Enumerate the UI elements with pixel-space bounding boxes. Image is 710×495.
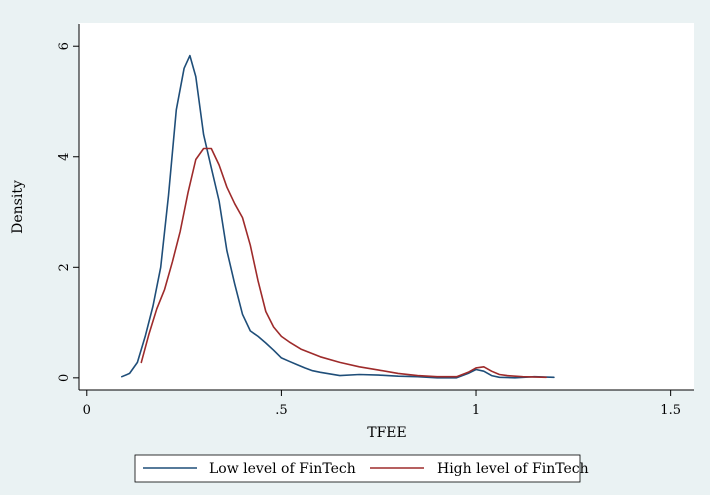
x-tick-label: 1 (472, 403, 480, 418)
plot-area (79, 23, 694, 390)
x-axis-ticks: 0 .5 1 1.5 (83, 390, 681, 418)
x-axis-title: TFEE (367, 425, 407, 441)
x-tick-label: 0 (83, 403, 91, 418)
x-tick-label: .5 (275, 403, 287, 418)
y-tick-label: 2 (57, 263, 72, 271)
series-line-low-fintech (121, 54, 555, 379)
legend-label-low-fintech: Low level of FinTech (209, 461, 356, 477)
series-group (121, 54, 555, 379)
y-tick-label: 0 (57, 374, 72, 382)
y-tick-label: 6 (57, 42, 72, 50)
legend-box (134, 454, 581, 483)
legend: Low level of FinTech High level of FinTe… (134, 454, 589, 483)
y-axis-ticks: 0 2 4 6 (57, 42, 79, 382)
y-axis-title: Density (10, 180, 26, 234)
x-tick-label: 1.5 (660, 403, 681, 418)
y-tick-label: 4 (57, 153, 72, 161)
series-line-high-fintech (140, 147, 547, 379)
legend-label-high-fintech: High level of FinTech (437, 461, 589, 477)
